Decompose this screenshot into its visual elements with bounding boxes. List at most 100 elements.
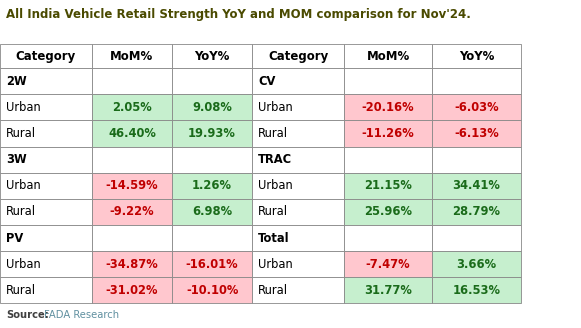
Text: 2.05%: 2.05% [112,101,152,114]
Bar [344,251,432,277]
Text: Urban: Urban [6,179,41,192]
Bar [432,251,521,277]
Text: -9.22%: -9.22% [110,205,154,218]
Text: -11.26%: -11.26% [362,127,414,140]
Bar [172,94,252,120]
Bar [344,44,432,68]
Bar [172,147,252,173]
Text: 46.40%: 46.40% [108,127,156,140]
Bar [432,199,521,225]
Bar [0,44,92,68]
Bar [172,120,252,147]
Text: FADA Research: FADA Research [44,310,119,320]
Bar [432,147,521,173]
Bar [92,199,172,225]
Bar [432,225,521,251]
Bar [172,251,252,277]
Text: Category: Category [268,50,328,63]
Bar [344,94,432,120]
Text: Urban: Urban [6,258,41,271]
Bar [92,277,172,303]
Text: Rural: Rural [6,205,36,218]
Bar [252,94,344,120]
Text: Rural: Rural [6,127,36,140]
Bar [172,225,252,251]
Text: Urban: Urban [258,101,293,114]
Text: TRAC: TRAC [258,153,292,166]
Bar [252,225,344,251]
Bar [172,277,252,303]
Bar [344,173,432,199]
Bar [252,277,344,303]
Bar [252,120,344,147]
Bar [0,94,92,120]
Bar [92,44,172,68]
Bar [0,120,92,147]
Bar [0,199,92,225]
Text: -6.03%: -6.03% [454,101,498,114]
Text: Total: Total [258,232,289,245]
Bar [432,173,521,199]
Text: -31.02%: -31.02% [106,284,158,297]
Bar [252,173,344,199]
Bar [92,251,172,277]
Bar [0,147,92,173]
Text: Urban: Urban [258,258,293,271]
Bar [252,44,344,68]
Bar [432,120,521,147]
Bar [0,225,92,251]
Text: 16.53%: 16.53% [453,284,500,297]
Bar [92,94,172,120]
Text: -20.16%: -20.16% [362,101,414,114]
Text: 3W: 3W [6,153,26,166]
Text: MoM%: MoM% [367,50,410,63]
Bar [252,251,344,277]
Bar [344,68,432,94]
Text: Category: Category [16,50,76,63]
Bar [432,277,521,303]
Text: 21.15%: 21.15% [364,179,412,192]
Bar [432,94,521,120]
Text: YoY%: YoY% [459,50,494,63]
Bar [252,68,344,94]
Text: 3.66%: 3.66% [456,258,497,271]
Bar [92,173,172,199]
Text: -16.01%: -16.01% [186,258,238,271]
Text: Urban: Urban [6,101,41,114]
Text: 19.93%: 19.93% [188,127,236,140]
Bar [0,277,92,303]
Bar [92,225,172,251]
Bar [172,173,252,199]
Text: Rural: Rural [258,205,288,218]
Bar [432,68,521,94]
Text: Rural: Rural [258,127,288,140]
Bar [172,44,252,68]
Text: 2W: 2W [6,75,26,88]
Text: Rural: Rural [258,284,288,297]
Text: -7.47%: -7.47% [366,258,410,271]
Text: 28.79%: 28.79% [453,205,500,218]
Text: 9.08%: 9.08% [192,101,232,114]
Bar [344,147,432,173]
Text: 31.77%: 31.77% [364,284,412,297]
Bar [92,120,172,147]
Bar [432,44,521,68]
Bar [0,251,92,277]
Bar [344,199,432,225]
Text: MoM%: MoM% [110,50,153,63]
Text: -10.10%: -10.10% [186,284,238,297]
Bar [172,68,252,94]
Bar [92,147,172,173]
Text: PV: PV [6,232,23,245]
Text: -34.87%: -34.87% [106,258,158,271]
Text: 1.26%: 1.26% [192,179,232,192]
Bar [252,199,344,225]
Bar [92,68,172,94]
Bar [344,120,432,147]
Bar [344,225,432,251]
Text: Rural: Rural [6,284,36,297]
Text: CV: CV [258,75,275,88]
Text: All India Vehicle Retail Strength YoY and MOM comparison for Nov'24.: All India Vehicle Retail Strength YoY an… [6,8,471,21]
Bar [172,199,252,225]
Text: YoY%: YoY% [195,50,229,63]
